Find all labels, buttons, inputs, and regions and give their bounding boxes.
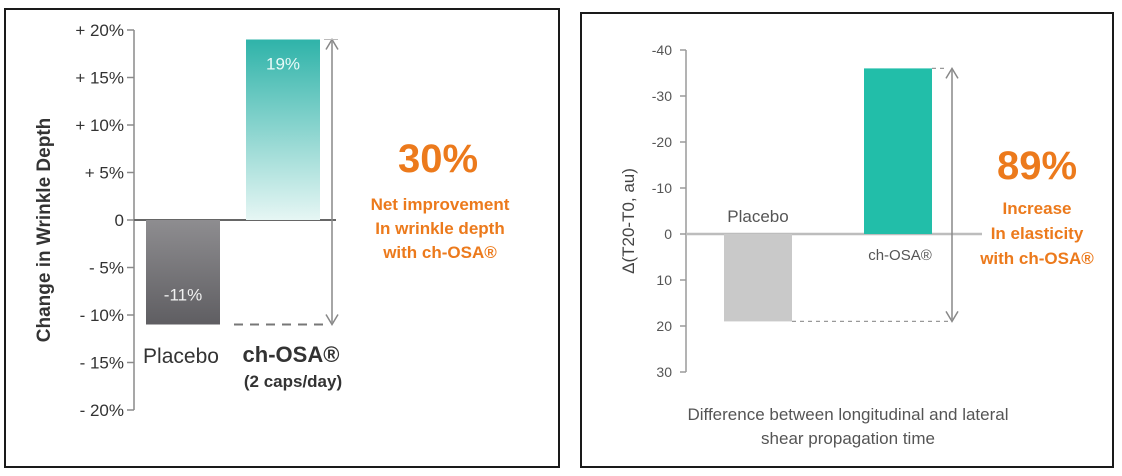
y-tick-label: -40 xyxy=(652,42,672,58)
y-tick-label: - 15% xyxy=(80,354,124,373)
y-tick-label: 10 xyxy=(656,272,672,288)
category-sublabel-dose: (2 caps/day) xyxy=(244,372,342,391)
annotation-line: In elasticity xyxy=(991,224,1084,243)
y-axis-title: Change in Wrinkle Depth xyxy=(34,118,55,343)
wrinkle-depth-chart: + 20% + 15% + 10% + 5% 0 - 5% - 10% - 15% - 20% C… xyxy=(34,21,510,420)
annotation-big-value: 89% xyxy=(997,144,1077,188)
y-tick-label: - 10% xyxy=(80,306,124,325)
annotation-line: with ch-OSA® xyxy=(382,243,497,262)
y-tick-label: -10 xyxy=(652,180,672,196)
y-tick-label: 20 xyxy=(656,318,672,334)
x-axis-title-line: shear propagation time xyxy=(761,429,935,448)
wrinkle-depth-chart-panel: + 20% + 15% + 10% + 5% 0 - 5% - 10% - 15% - 20% C… xyxy=(4,8,560,468)
category-label-ch-osa: ch-OSA® xyxy=(243,342,340,367)
bar-placebo xyxy=(146,220,220,325)
y-tick-label: + 20% xyxy=(75,21,124,40)
arrow-head-down xyxy=(945,311,959,323)
elasticity-chart: -40 -30 -20 -10 0 10 20 30 Δ(T20-T0, au) Placebo c… xyxy=(619,42,1094,448)
bar-placebo xyxy=(724,234,792,322)
annotation-line: Net improvement xyxy=(371,195,510,214)
y-tick-label: 30 xyxy=(656,364,672,380)
annotation-big-value: 30% xyxy=(398,137,478,181)
data-label-placebo: -11% xyxy=(164,286,202,305)
y-tick-label: 0 xyxy=(115,211,124,230)
arrow-head-down xyxy=(325,314,339,326)
y-tick-label: + 5% xyxy=(85,164,124,183)
category-label-ch-osa: ch-OSA® xyxy=(868,247,932,264)
elasticity-chart-panel: -40 -30 -20 -10 0 10 20 30 Δ(T20-T0, au) Placebo c… xyxy=(580,12,1114,468)
y-tick-label: - 20% xyxy=(80,401,124,420)
y-axis-title: Δ(T20-T0, au) xyxy=(619,168,638,274)
category-label-placebo: Placebo xyxy=(727,207,788,226)
x-axis-title-line: Difference between longitudinal and late… xyxy=(687,405,1008,424)
bar-ch-osa xyxy=(246,39,320,220)
annotation-line: Increase xyxy=(1003,199,1072,218)
y-tick-label: + 15% xyxy=(75,69,124,88)
y-tick-label: -30 xyxy=(652,88,672,104)
annotation-line: In wrinkle depth xyxy=(375,219,504,238)
y-tick-label: 0 xyxy=(664,226,672,242)
arrow-head-up xyxy=(945,66,959,79)
bar-ch-osa xyxy=(864,68,932,235)
y-tick-label: + 10% xyxy=(75,116,124,135)
category-label-placebo: Placebo xyxy=(143,345,219,368)
data-label-ch-osa: 19% xyxy=(266,55,300,74)
annotation-line: with ch-OSA® xyxy=(979,249,1094,268)
y-tick-label: -20 xyxy=(652,134,672,150)
y-tick-label: - 5% xyxy=(89,259,124,278)
